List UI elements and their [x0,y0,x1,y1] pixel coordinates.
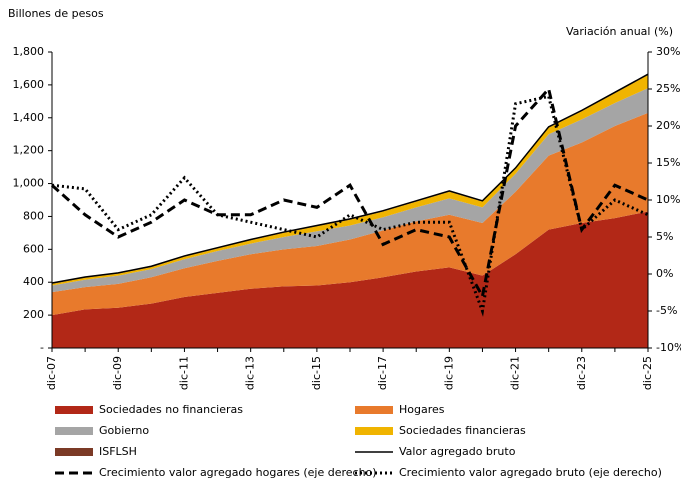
legend-label: Sociedades no financieras [99,403,243,416]
legend-label: Sociedades financieras [399,424,526,437]
y2-tick-label: 30% [656,45,680,58]
legend-label: Hogares [399,403,445,416]
y-tick-label: 800 [23,209,44,222]
line [51,85,649,301]
y-tick-label: 1,800 [13,45,45,58]
y2-tick-label: 20% [656,119,680,132]
legend-label: Gobierno [99,424,149,437]
y2-tick-label: -10% [656,341,681,354]
y2-axis-title: Variación anual (%) [566,25,673,38]
area [52,211,648,348]
x-tick-label: dic-13 [244,356,257,390]
y2-tick-label: 10% [656,193,680,206]
y2-tick-label: -5% [656,304,677,317]
y-tick-label: 1,200 [13,144,45,157]
y-tick-label: 1,000 [13,177,45,190]
y-tick-label: 400 [23,275,44,288]
area [52,112,648,316]
y-tick-label: 1,600 [13,78,45,91]
legend-swatch [55,427,93,435]
y-tick-label: - [40,341,44,354]
x-tick-label: dic-25 [641,356,654,390]
legend-label: Crecimiento valor agregado hogares (eje … [99,466,377,479]
y2-tick-label: 25% [656,82,680,95]
y-axis-title: Billones de pesos [8,7,104,20]
x-tick-label: dic-15 [310,356,323,390]
legend-swatch [55,406,93,414]
y-tick-label: 200 [23,308,44,321]
x-tick-label: dic-11 [177,356,190,390]
x-tick-label: dic-21 [509,356,522,390]
y2-tick-label: 5% [656,230,673,243]
y-tick-label: 1,400 [13,111,45,124]
legend-swatch [355,406,393,414]
legend-swatch [55,448,93,456]
x-tick-label: dic-17 [376,356,389,390]
y-tick-label: 600 [23,242,44,255]
legend-label: Crecimiento valor agregado bruto (eje de… [399,466,662,479]
x-tick-label: dic-23 [575,356,588,390]
line [51,73,649,284]
legend-label: Valor agregado bruto [399,445,516,458]
legend-label: ISFLSH [99,445,137,458]
legend-swatch [355,427,393,435]
y2-tick-label: 0% [656,267,673,280]
y2-tick-label: 15% [656,156,680,169]
x-tick-label: dic-07 [45,356,58,390]
x-tick-label: dic-09 [111,356,124,390]
x-tick-label: dic-19 [442,356,455,390]
